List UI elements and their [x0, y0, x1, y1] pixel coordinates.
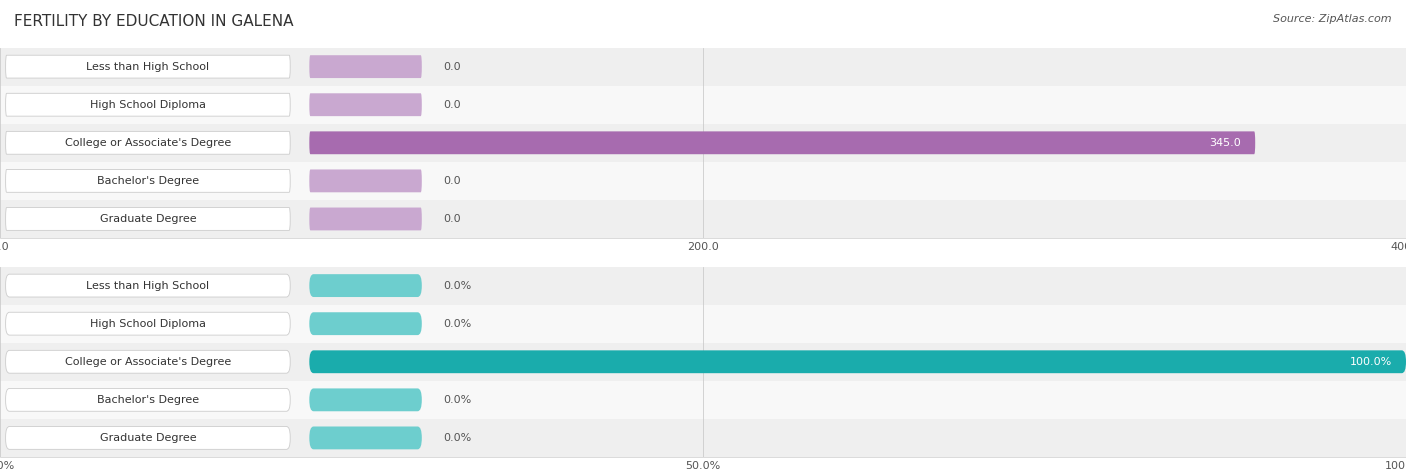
- FancyBboxPatch shape: [6, 55, 290, 78]
- FancyBboxPatch shape: [309, 350, 1406, 373]
- FancyBboxPatch shape: [6, 208, 290, 230]
- Text: High School Diploma: High School Diploma: [90, 318, 205, 329]
- Text: 0.0: 0.0: [443, 99, 461, 110]
- Text: Less than High School: Less than High School: [86, 280, 209, 291]
- Text: 0.0%: 0.0%: [443, 433, 471, 443]
- FancyBboxPatch shape: [6, 169, 290, 192]
- FancyBboxPatch shape: [6, 131, 290, 154]
- Text: Bachelor's Degree: Bachelor's Degree: [97, 395, 200, 405]
- FancyBboxPatch shape: [6, 312, 290, 335]
- Text: FERTILITY BY EDUCATION IN GALENA: FERTILITY BY EDUCATION IN GALENA: [14, 14, 294, 30]
- Text: 0.0%: 0.0%: [443, 395, 471, 405]
- Bar: [0, 305, 1406, 343]
- Bar: [0, 343, 1406, 381]
- Bar: [0, 200, 1406, 238]
- Text: 0.0: 0.0: [443, 176, 461, 186]
- FancyBboxPatch shape: [309, 388, 422, 411]
- Text: 0.0: 0.0: [443, 214, 461, 224]
- Text: Graduate Degree: Graduate Degree: [100, 214, 197, 224]
- Bar: [0, 267, 1406, 305]
- Text: Bachelor's Degree: Bachelor's Degree: [97, 176, 200, 186]
- Text: Graduate Degree: Graduate Degree: [100, 433, 197, 443]
- Text: College or Associate's Degree: College or Associate's Degree: [65, 138, 231, 148]
- Bar: [0, 419, 1406, 457]
- FancyBboxPatch shape: [6, 274, 290, 297]
- Bar: [0, 381, 1406, 419]
- FancyBboxPatch shape: [309, 169, 422, 192]
- Text: 345.0: 345.0: [1209, 138, 1241, 148]
- Text: 0.0%: 0.0%: [443, 280, 471, 291]
- Text: 0.0: 0.0: [443, 61, 461, 72]
- Text: Source: ZipAtlas.com: Source: ZipAtlas.com: [1274, 14, 1392, 24]
- Bar: [0, 124, 1406, 162]
- Text: 100.0%: 100.0%: [1350, 357, 1392, 367]
- Bar: [0, 86, 1406, 124]
- Text: High School Diploma: High School Diploma: [90, 99, 205, 110]
- FancyBboxPatch shape: [6, 350, 290, 373]
- FancyBboxPatch shape: [309, 274, 422, 297]
- FancyBboxPatch shape: [6, 93, 290, 116]
- FancyBboxPatch shape: [309, 312, 422, 335]
- FancyBboxPatch shape: [309, 55, 422, 78]
- Bar: [0, 162, 1406, 200]
- FancyBboxPatch shape: [309, 426, 422, 449]
- FancyBboxPatch shape: [6, 388, 290, 411]
- FancyBboxPatch shape: [6, 426, 290, 449]
- FancyBboxPatch shape: [309, 131, 1256, 154]
- Text: Less than High School: Less than High School: [86, 61, 209, 72]
- Bar: [0, 48, 1406, 86]
- FancyBboxPatch shape: [309, 93, 422, 116]
- FancyBboxPatch shape: [309, 208, 422, 230]
- Text: 0.0%: 0.0%: [443, 318, 471, 329]
- Text: College or Associate's Degree: College or Associate's Degree: [65, 357, 231, 367]
